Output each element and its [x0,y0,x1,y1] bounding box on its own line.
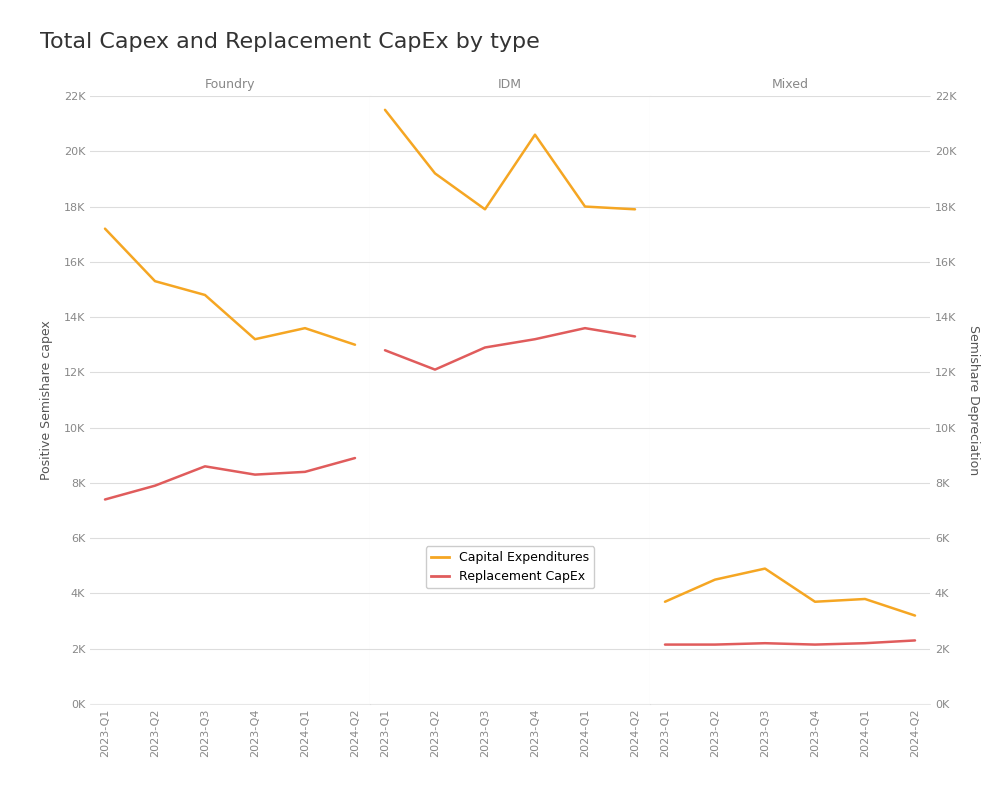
Legend: Capital Expenditures, Replacement CapEx: Capital Expenditures, Replacement CapEx [426,546,594,588]
Text: Total Capex and Replacement CapEx by type: Total Capex and Replacement CapEx by typ… [40,32,540,52]
Title: Foundry: Foundry [205,78,255,90]
Y-axis label: Positive Semishare capex: Positive Semishare capex [40,320,53,480]
Title: IDM: IDM [498,78,522,90]
Y-axis label: Semishare Depreciation: Semishare Depreciation [967,325,980,475]
Title: Mixed: Mixed [772,78,808,90]
